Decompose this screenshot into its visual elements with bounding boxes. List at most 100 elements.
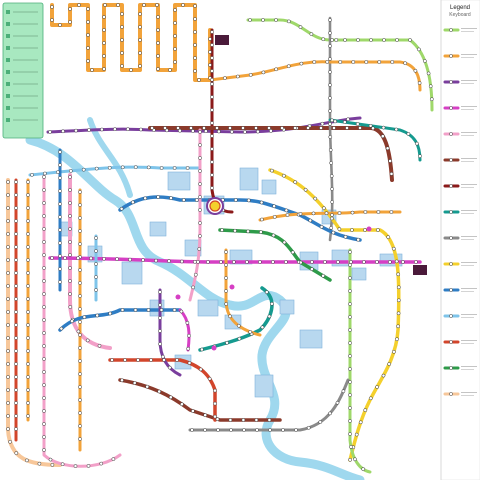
station[interactable] <box>102 256 106 261</box>
station[interactable] <box>241 418 246 422</box>
station[interactable] <box>422 59 427 63</box>
station[interactable] <box>14 414 18 418</box>
station[interactable] <box>256 129 260 134</box>
station[interactable] <box>282 240 287 245</box>
station[interactable] <box>56 170 60 175</box>
station[interactable] <box>198 169 202 173</box>
station[interactable] <box>193 43 197 47</box>
station[interactable] <box>224 276 228 280</box>
station[interactable] <box>246 229 250 234</box>
station[interactable] <box>108 311 112 316</box>
station[interactable] <box>385 146 390 151</box>
station[interactable] <box>323 260 327 264</box>
station[interactable] <box>346 117 350 122</box>
line-light-green[interactable] <box>348 248 372 474</box>
station[interactable] <box>142 3 146 7</box>
station[interactable] <box>111 457 116 461</box>
station[interactable] <box>6 180 10 184</box>
station[interactable] <box>343 38 347 42</box>
station[interactable] <box>345 126 349 130</box>
station[interactable] <box>330 200 335 204</box>
station[interactable] <box>348 406 352 410</box>
station[interactable] <box>168 395 173 400</box>
line-magenta[interactable] <box>48 256 422 264</box>
station[interactable] <box>162 358 166 362</box>
station[interactable] <box>138 51 142 55</box>
station[interactable] <box>348 432 352 436</box>
station[interactable] <box>181 198 186 202</box>
station[interactable] <box>94 249 98 253</box>
station[interactable] <box>376 228 380 232</box>
station[interactable] <box>42 357 46 361</box>
station[interactable] <box>6 219 10 223</box>
station[interactable] <box>329 174 334 178</box>
station[interactable] <box>68 240 72 244</box>
station[interactable] <box>298 260 303 265</box>
station[interactable] <box>213 388 217 393</box>
station[interactable] <box>348 354 352 358</box>
station[interactable] <box>167 365 172 370</box>
station[interactable] <box>210 134 214 138</box>
station[interactable] <box>14 336 18 340</box>
station[interactable] <box>237 336 242 341</box>
station[interactable] <box>186 346 191 351</box>
station[interactable] <box>294 428 298 432</box>
station[interactable] <box>311 211 316 216</box>
station[interactable] <box>78 281 82 285</box>
station[interactable] <box>322 206 326 211</box>
station[interactable] <box>258 260 262 264</box>
station[interactable] <box>206 260 210 264</box>
station[interactable] <box>208 63 212 67</box>
station[interactable] <box>261 70 266 75</box>
station[interactable] <box>58 267 62 271</box>
station[interactable] <box>271 260 275 264</box>
station[interactable] <box>320 121 325 126</box>
station[interactable] <box>120 51 124 55</box>
station[interactable] <box>180 402 184 407</box>
station[interactable] <box>97 343 102 348</box>
station[interactable] <box>328 411 332 416</box>
station[interactable] <box>351 60 356 64</box>
station[interactable] <box>6 349 10 353</box>
station[interactable] <box>157 389 162 394</box>
station[interactable] <box>417 47 421 52</box>
station[interactable] <box>193 69 197 73</box>
station[interactable] <box>179 309 184 314</box>
station[interactable] <box>6 297 10 301</box>
station[interactable] <box>120 38 124 42</box>
station[interactable] <box>26 258 30 262</box>
station[interactable] <box>78 372 82 376</box>
station[interactable] <box>267 314 272 319</box>
station[interactable] <box>37 461 42 466</box>
station[interactable] <box>236 323 241 328</box>
station[interactable] <box>68 253 72 257</box>
station[interactable] <box>58 189 62 193</box>
station[interactable] <box>133 308 138 312</box>
station[interactable] <box>280 126 284 130</box>
station[interactable] <box>102 41 106 45</box>
station[interactable] <box>298 25 303 29</box>
station[interactable] <box>388 260 392 264</box>
station[interactable] <box>193 30 197 34</box>
station[interactable] <box>156 54 160 58</box>
station[interactable] <box>68 266 72 270</box>
station[interactable] <box>42 240 46 244</box>
station[interactable] <box>274 67 278 72</box>
station[interactable] <box>78 333 82 337</box>
station[interactable] <box>173 8 177 12</box>
station[interactable] <box>299 61 304 66</box>
station[interactable] <box>81 167 86 172</box>
station[interactable] <box>26 375 30 379</box>
line-orange[interactable] <box>208 60 422 92</box>
station[interactable] <box>30 172 34 177</box>
station[interactable] <box>368 396 373 401</box>
station[interactable] <box>191 409 195 413</box>
station[interactable] <box>181 3 185 7</box>
station[interactable] <box>216 428 220 432</box>
station[interactable] <box>59 326 64 331</box>
station[interactable] <box>261 18 265 22</box>
station[interactable] <box>173 21 177 25</box>
line-pink[interactable] <box>188 128 202 302</box>
station[interactable] <box>259 230 263 234</box>
